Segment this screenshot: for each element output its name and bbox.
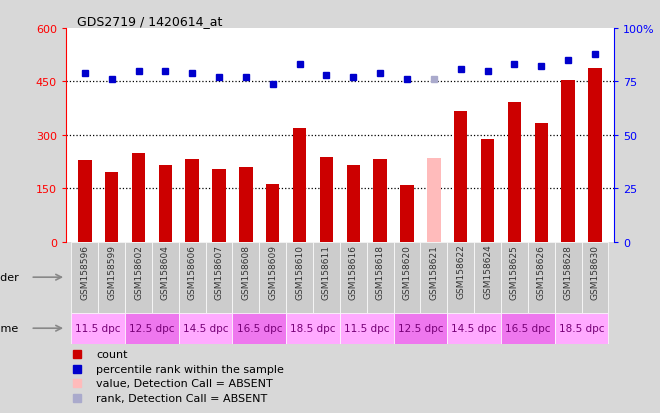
Bar [319, 157, 333, 242]
Bar [71, 242, 98, 313]
Text: GSM158611: GSM158611 [322, 244, 331, 299]
Text: 14.5 dpc: 14.5 dpc [183, 323, 228, 333]
Text: 18.5 dpc: 18.5 dpc [290, 323, 336, 333]
Bar [393, 242, 420, 313]
Bar [481, 140, 494, 242]
Bar [232, 242, 259, 313]
Bar [447, 242, 474, 313]
Text: GSM158606: GSM158606 [187, 244, 197, 299]
Bar [98, 242, 125, 313]
Text: GSM158626: GSM158626 [537, 244, 546, 299]
Bar [266, 185, 279, 242]
Bar [179, 313, 232, 344]
Text: GSM158599: GSM158599 [107, 244, 116, 299]
Text: count: count [96, 349, 127, 359]
Text: GSM158618: GSM158618 [376, 244, 385, 299]
Bar [554, 313, 609, 344]
Text: 18.5 dpc: 18.5 dpc [559, 323, 605, 333]
Text: 16.5 dpc: 16.5 dpc [505, 323, 550, 333]
Bar [105, 173, 118, 242]
Text: GSM158604: GSM158604 [161, 244, 170, 299]
Text: percentile rank within the sample: percentile rank within the sample [96, 364, 284, 374]
Bar [286, 313, 340, 344]
Text: GSM158621: GSM158621 [430, 244, 438, 299]
Text: GSM158607: GSM158607 [214, 244, 224, 299]
Text: rank, Detection Call = ABSENT: rank, Detection Call = ABSENT [96, 393, 267, 404]
Text: GSM158620: GSM158620 [403, 244, 412, 299]
Text: value, Detection Call = ABSENT: value, Detection Call = ABSENT [96, 379, 273, 389]
Bar [239, 167, 253, 242]
Text: gender: gender [0, 273, 19, 282]
Text: GSM158630: GSM158630 [591, 244, 599, 299]
Bar [374, 159, 387, 242]
Bar [427, 159, 441, 242]
Bar [501, 242, 528, 313]
Bar [346, 166, 360, 242]
Text: time: time [0, 323, 19, 333]
Bar [562, 81, 575, 242]
Text: GSM158624: GSM158624 [483, 244, 492, 299]
Bar [286, 242, 313, 313]
Bar [213, 169, 226, 242]
Bar [206, 242, 232, 313]
Text: GSM158609: GSM158609 [268, 244, 277, 299]
Bar [581, 242, 609, 313]
Bar [447, 313, 501, 344]
Text: 11.5 dpc: 11.5 dpc [75, 323, 121, 333]
Bar [78, 160, 92, 242]
Text: GSM158602: GSM158602 [134, 244, 143, 299]
Bar [125, 242, 152, 313]
Bar [528, 242, 554, 313]
Bar [454, 111, 467, 242]
Bar [313, 242, 340, 313]
Bar [588, 69, 602, 242]
Bar [474, 242, 501, 313]
Bar [508, 102, 521, 242]
Bar [158, 166, 172, 242]
Bar [401, 186, 414, 242]
Text: 16.5 dpc: 16.5 dpc [236, 323, 282, 333]
Bar [185, 159, 199, 242]
Text: GDS2719 / 1420614_at: GDS2719 / 1420614_at [77, 15, 222, 28]
Text: 12.5 dpc: 12.5 dpc [129, 323, 175, 333]
Bar [259, 242, 286, 313]
Bar [367, 242, 393, 313]
Bar [535, 124, 548, 242]
Text: GSM158628: GSM158628 [564, 244, 573, 299]
Text: 14.5 dpc: 14.5 dpc [451, 323, 497, 333]
Bar [71, 313, 125, 344]
Bar [125, 313, 179, 344]
Text: GSM158616: GSM158616 [349, 244, 358, 299]
Bar [232, 313, 286, 344]
Text: GSM158625: GSM158625 [510, 244, 519, 299]
Bar [132, 154, 145, 242]
Text: GSM158608: GSM158608 [242, 244, 250, 299]
Text: GSM158596: GSM158596 [81, 244, 89, 299]
Text: 12.5 dpc: 12.5 dpc [398, 323, 444, 333]
Bar [340, 313, 393, 344]
Text: GSM158610: GSM158610 [295, 244, 304, 299]
Text: 11.5 dpc: 11.5 dpc [344, 323, 389, 333]
Bar [152, 242, 179, 313]
Bar [554, 242, 581, 313]
Bar [501, 313, 554, 344]
Bar [293, 129, 306, 242]
Bar [340, 242, 367, 313]
Bar [420, 242, 447, 313]
Bar [179, 242, 206, 313]
Text: GSM158622: GSM158622 [456, 244, 465, 299]
Bar [393, 313, 447, 344]
